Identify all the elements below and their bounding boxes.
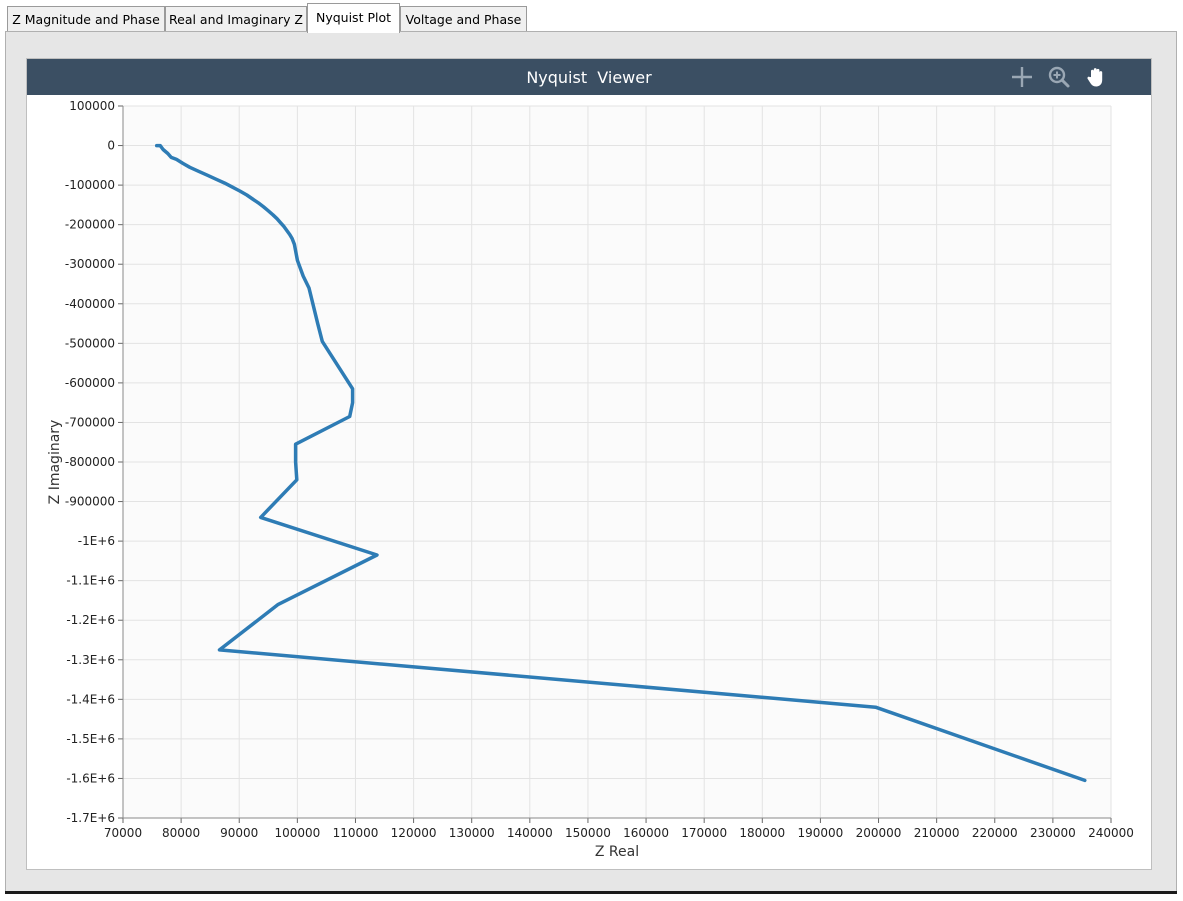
zoom-in-icon[interactable] [1047, 65, 1071, 89]
nyquist-viewer-panel: Nyquist Viewer 70000 80000 90000 10000 [26, 58, 1152, 870]
series-line-0 [154, 143, 1087, 783]
tab-voltage-and-phase[interactable]: Voltage and Phase [400, 6, 527, 31]
x-tick-label: 150000 [565, 826, 611, 840]
y-tick-label: -1.3E+6 [66, 653, 115, 667]
x-tick-label: 240000 [1088, 826, 1134, 840]
y-tick-label: -200000 [65, 218, 115, 232]
y-tick-label: 0 [107, 139, 115, 153]
y-tick-label: -1.1E+6 [66, 574, 115, 588]
y-tick-label: -800000 [65, 455, 115, 469]
grid-lines [123, 105, 1112, 818]
tab-bar: Z Magnitude and Phase Real and Imaginary… [0, 0, 1183, 33]
x-tick-label: 180000 [739, 826, 785, 840]
x-tick-label: 110000 [333, 826, 379, 840]
axes [118, 105, 1112, 823]
y-tick-label: -100000 [65, 178, 115, 192]
y-tick-label: -1.5E+6 [66, 732, 115, 746]
y-tick-label: -1E+6 [78, 534, 115, 548]
x-tick-label: 120000 [391, 826, 437, 840]
y-tick-label: 100000 [69, 99, 115, 113]
x-axis-title: Z Real [595, 844, 639, 860]
data-series [154, 143, 1087, 783]
x-tick-label: 190000 [798, 826, 844, 840]
tab-z-magnitude-and-phase[interactable]: Z Magnitude and Phase [7, 6, 165, 31]
pan-hand-icon[interactable] [1084, 65, 1108, 89]
x-tick-label: 130000 [449, 826, 495, 840]
x-tick-label: 80000 [162, 826, 200, 840]
y-tick-label: -1.7E+6 [66, 811, 115, 825]
x-tick-label: 220000 [972, 826, 1018, 840]
crosshair-icon[interactable] [1010, 65, 1034, 89]
y-tick-label: -900000 [65, 495, 115, 509]
y-tick-label: -500000 [65, 336, 115, 350]
y-axis-title: Z Imaginary [47, 420, 63, 505]
y-tick-label: -1.4E+6 [66, 692, 115, 706]
nyquist-chart: 70000 80000 90000 100000 110000 120000 130000 1… [47, 99, 1134, 860]
y-tick-label: -700000 [65, 415, 115, 429]
x-tick-label: 210000 [914, 826, 960, 840]
viewer-header: Nyquist Viewer [27, 59, 1151, 95]
y-tick-label: -1.2E+6 [66, 613, 115, 627]
y-tick-label: -600000 [65, 376, 115, 390]
x-tick-label: 140000 [507, 826, 553, 840]
frame-bottom-edge [5, 891, 1177, 894]
tab-real-and-imaginary-z[interactable]: Real and Imaginary Z [165, 6, 307, 31]
x-tick-label: 90000 [220, 826, 258, 840]
x-tick-label: 200000 [856, 826, 902, 840]
y-tick-labels: 100000 0 -100000 -200000 -300000 -400000 -5000… [65, 99, 115, 825]
x-tick-label: 230000 [1030, 826, 1076, 840]
tab-nyquist-plot[interactable]: Nyquist Plot [307, 3, 400, 33]
x-tick-labels: 70000 80000 90000 100000 110000 120000 130000 1… [104, 826, 1134, 840]
x-tick-label: 170000 [681, 826, 727, 840]
y-tick-label: -300000 [65, 257, 115, 271]
x-tick-label: 100000 [274, 826, 320, 840]
viewer-title: Nyquist Viewer [526, 67, 652, 87]
x-tick-label: 70000 [104, 826, 142, 840]
x-tick-label: 160000 [623, 826, 669, 840]
y-tick-label: -400000 [65, 297, 115, 311]
y-tick-label: -1.6E+6 [66, 771, 115, 785]
